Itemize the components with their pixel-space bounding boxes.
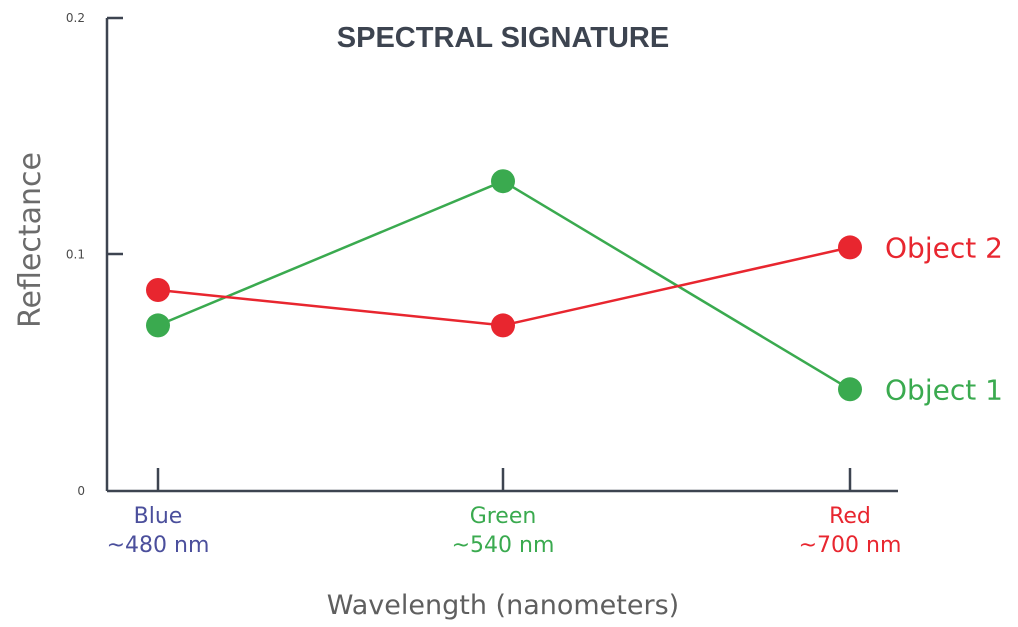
chart-title: SPECTRAL SIGNATURE <box>337 22 669 54</box>
data-point <box>146 278 170 302</box>
data-point <box>146 313 170 338</box>
data-point <box>491 313 515 338</box>
category-wavelength-label: ~480 nm <box>107 533 210 558</box>
y-axis <box>105 16 123 491</box>
series-lines <box>157 179 851 391</box>
x-ticks <box>156 468 852 491</box>
category-name-label: Red <box>829 504 871 529</box>
series-points <box>146 169 862 402</box>
category-wavelength-label: ~700 nm <box>799 533 902 558</box>
category-labels: Blue ~480 nm Green ~540 nm Red ~700 nm <box>107 504 902 558</box>
category-name-label: Blue <box>134 504 183 529</box>
y-axis-label: Reflectance <box>13 152 48 328</box>
data-point <box>838 235 862 260</box>
data-point <box>491 169 515 194</box>
series-label: Object 1 <box>885 373 1003 406</box>
x-axis-label: Wavelength (nanometers) <box>327 590 679 621</box>
category-wavelength-label: ~540 nm <box>452 533 555 558</box>
series-label: Object 2 <box>885 231 1003 264</box>
data-point <box>838 377 862 402</box>
y-tick-label: 0 <box>77 484 85 498</box>
series-labels: Object 1 Object 2 <box>885 231 1003 406</box>
series-line <box>157 179 851 391</box>
y-tick-labels: 0 0.1 0.2 <box>66 11 85 498</box>
y-tick-label: 0.2 <box>66 11 85 25</box>
y-tick-label: 0.1 <box>66 248 85 262</box>
category-name-label: Green <box>470 504 537 529</box>
